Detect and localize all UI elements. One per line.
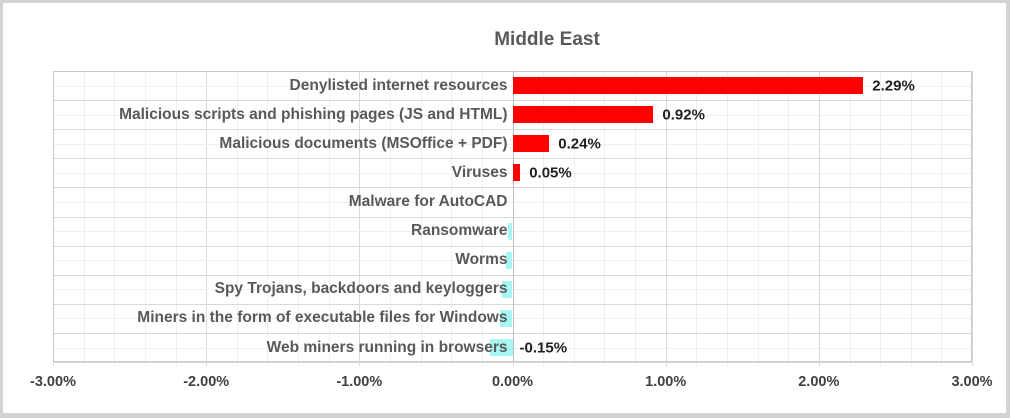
gridline-vertical-major: [359, 71, 361, 366]
gridline-vertical-minor: [941, 71, 943, 366]
category-label: Miners in the form of executable files f…: [137, 309, 508, 327]
gridline-vertical-minor: [726, 71, 728, 366]
gridline-vertical-minor: [849, 71, 851, 366]
category-label: Worms: [455, 251, 508, 269]
category-label: Malicious scripts and phishing pages (JS…: [119, 105, 508, 123]
gridline-vertical-minor: [635, 71, 636, 366]
data-label: 0.24%: [558, 135, 601, 153]
gridline-vertical-minor: [481, 71, 483, 366]
chart-area: Middle East Denylisted internet resource…: [3, 3, 1006, 413]
gridline-vertical-minor: [910, 71, 912, 366]
gridline-vertical-minor: [267, 71, 269, 366]
x-axis-tick-label: 3.00%: [951, 374, 993, 390]
x-axis-tick-label: 2.00%: [798, 374, 840, 390]
x-axis-tick-label: -2.00%: [183, 374, 230, 390]
bar-positive[interactable]: [512, 106, 654, 124]
data-label: 0.92%: [662, 106, 705, 124]
bar-negative[interactable]: [506, 251, 513, 269]
gridline-vertical-minor: [880, 71, 882, 366]
data-label: -0.15%: [519, 339, 568, 356]
gridline-vertical-major: [818, 71, 820, 366]
gridline-vertical-minor: [328, 71, 330, 366]
gridline-vertical-minor: [543, 71, 545, 366]
category-label: Malicious documents (MSOffice + PDF): [219, 134, 508, 152]
gridline-horizontal-major: [53, 362, 972, 363]
gridline-vertical-minor: [696, 71, 698, 366]
category-label: Spy Trojans, backdoors and keyloggers: [214, 280, 508, 298]
x-axis-tick-label: 1.00%: [645, 374, 687, 390]
category-label: Web miners running in browsers: [266, 338, 508, 356]
chart-title: Middle East: [494, 29, 600, 50]
zero-axis-line: [512, 71, 514, 362]
gridline-vertical-major: [665, 71, 667, 366]
gridline-vertical-minor: [451, 71, 453, 366]
gridline-vertical-minor: [604, 71, 606, 366]
bar-negative[interactable]: [507, 222, 513, 240]
gridline-vertical-minor: [390, 71, 391, 366]
gridline-vertical-minor: [175, 71, 177, 366]
gridline-vertical-major: [972, 71, 973, 366]
bar-negative[interactable]: [501, 280, 513, 298]
gridline-vertical-minor: [788, 71, 790, 366]
gridline-vertical-minor: [757, 71, 759, 366]
bar-positive[interactable]: [512, 77, 864, 94]
gridline-vertical-minor: [573, 71, 575, 366]
category-label: Malware for AutoCAD: [348, 193, 508, 210]
bar-negative[interactable]: [489, 339, 513, 356]
category-label: Viruses: [451, 163, 508, 181]
gridline-vertical-minor: [298, 71, 300, 366]
gridline-vertical-minor: [420, 71, 422, 366]
x-axis-tick-label: 0.00%: [491, 374, 534, 390]
category-label: Ransomware: [411, 222, 508, 240]
gridline-vertical-minor: [114, 71, 116, 366]
bar-positive[interactable]: [512, 135, 550, 153]
data-label: 2.29%: [872, 77, 915, 94]
data-label: 0.05%: [529, 164, 572, 182]
bar-negative[interactable]: [500, 309, 513, 327]
x-axis-tick-label: -3.00%: [30, 374, 76, 390]
gridline-vertical-minor: [236, 71, 238, 366]
gridline-vertical-major: [206, 71, 208, 366]
gridline-vertical-minor: [144, 71, 146, 366]
bar-positive[interactable]: [512, 164, 521, 182]
category-label: Denylisted internet resources: [289, 76, 508, 94]
x-axis-tick-label: -1.00%: [336, 374, 383, 390]
gridline-vertical-minor: [83, 71, 85, 366]
